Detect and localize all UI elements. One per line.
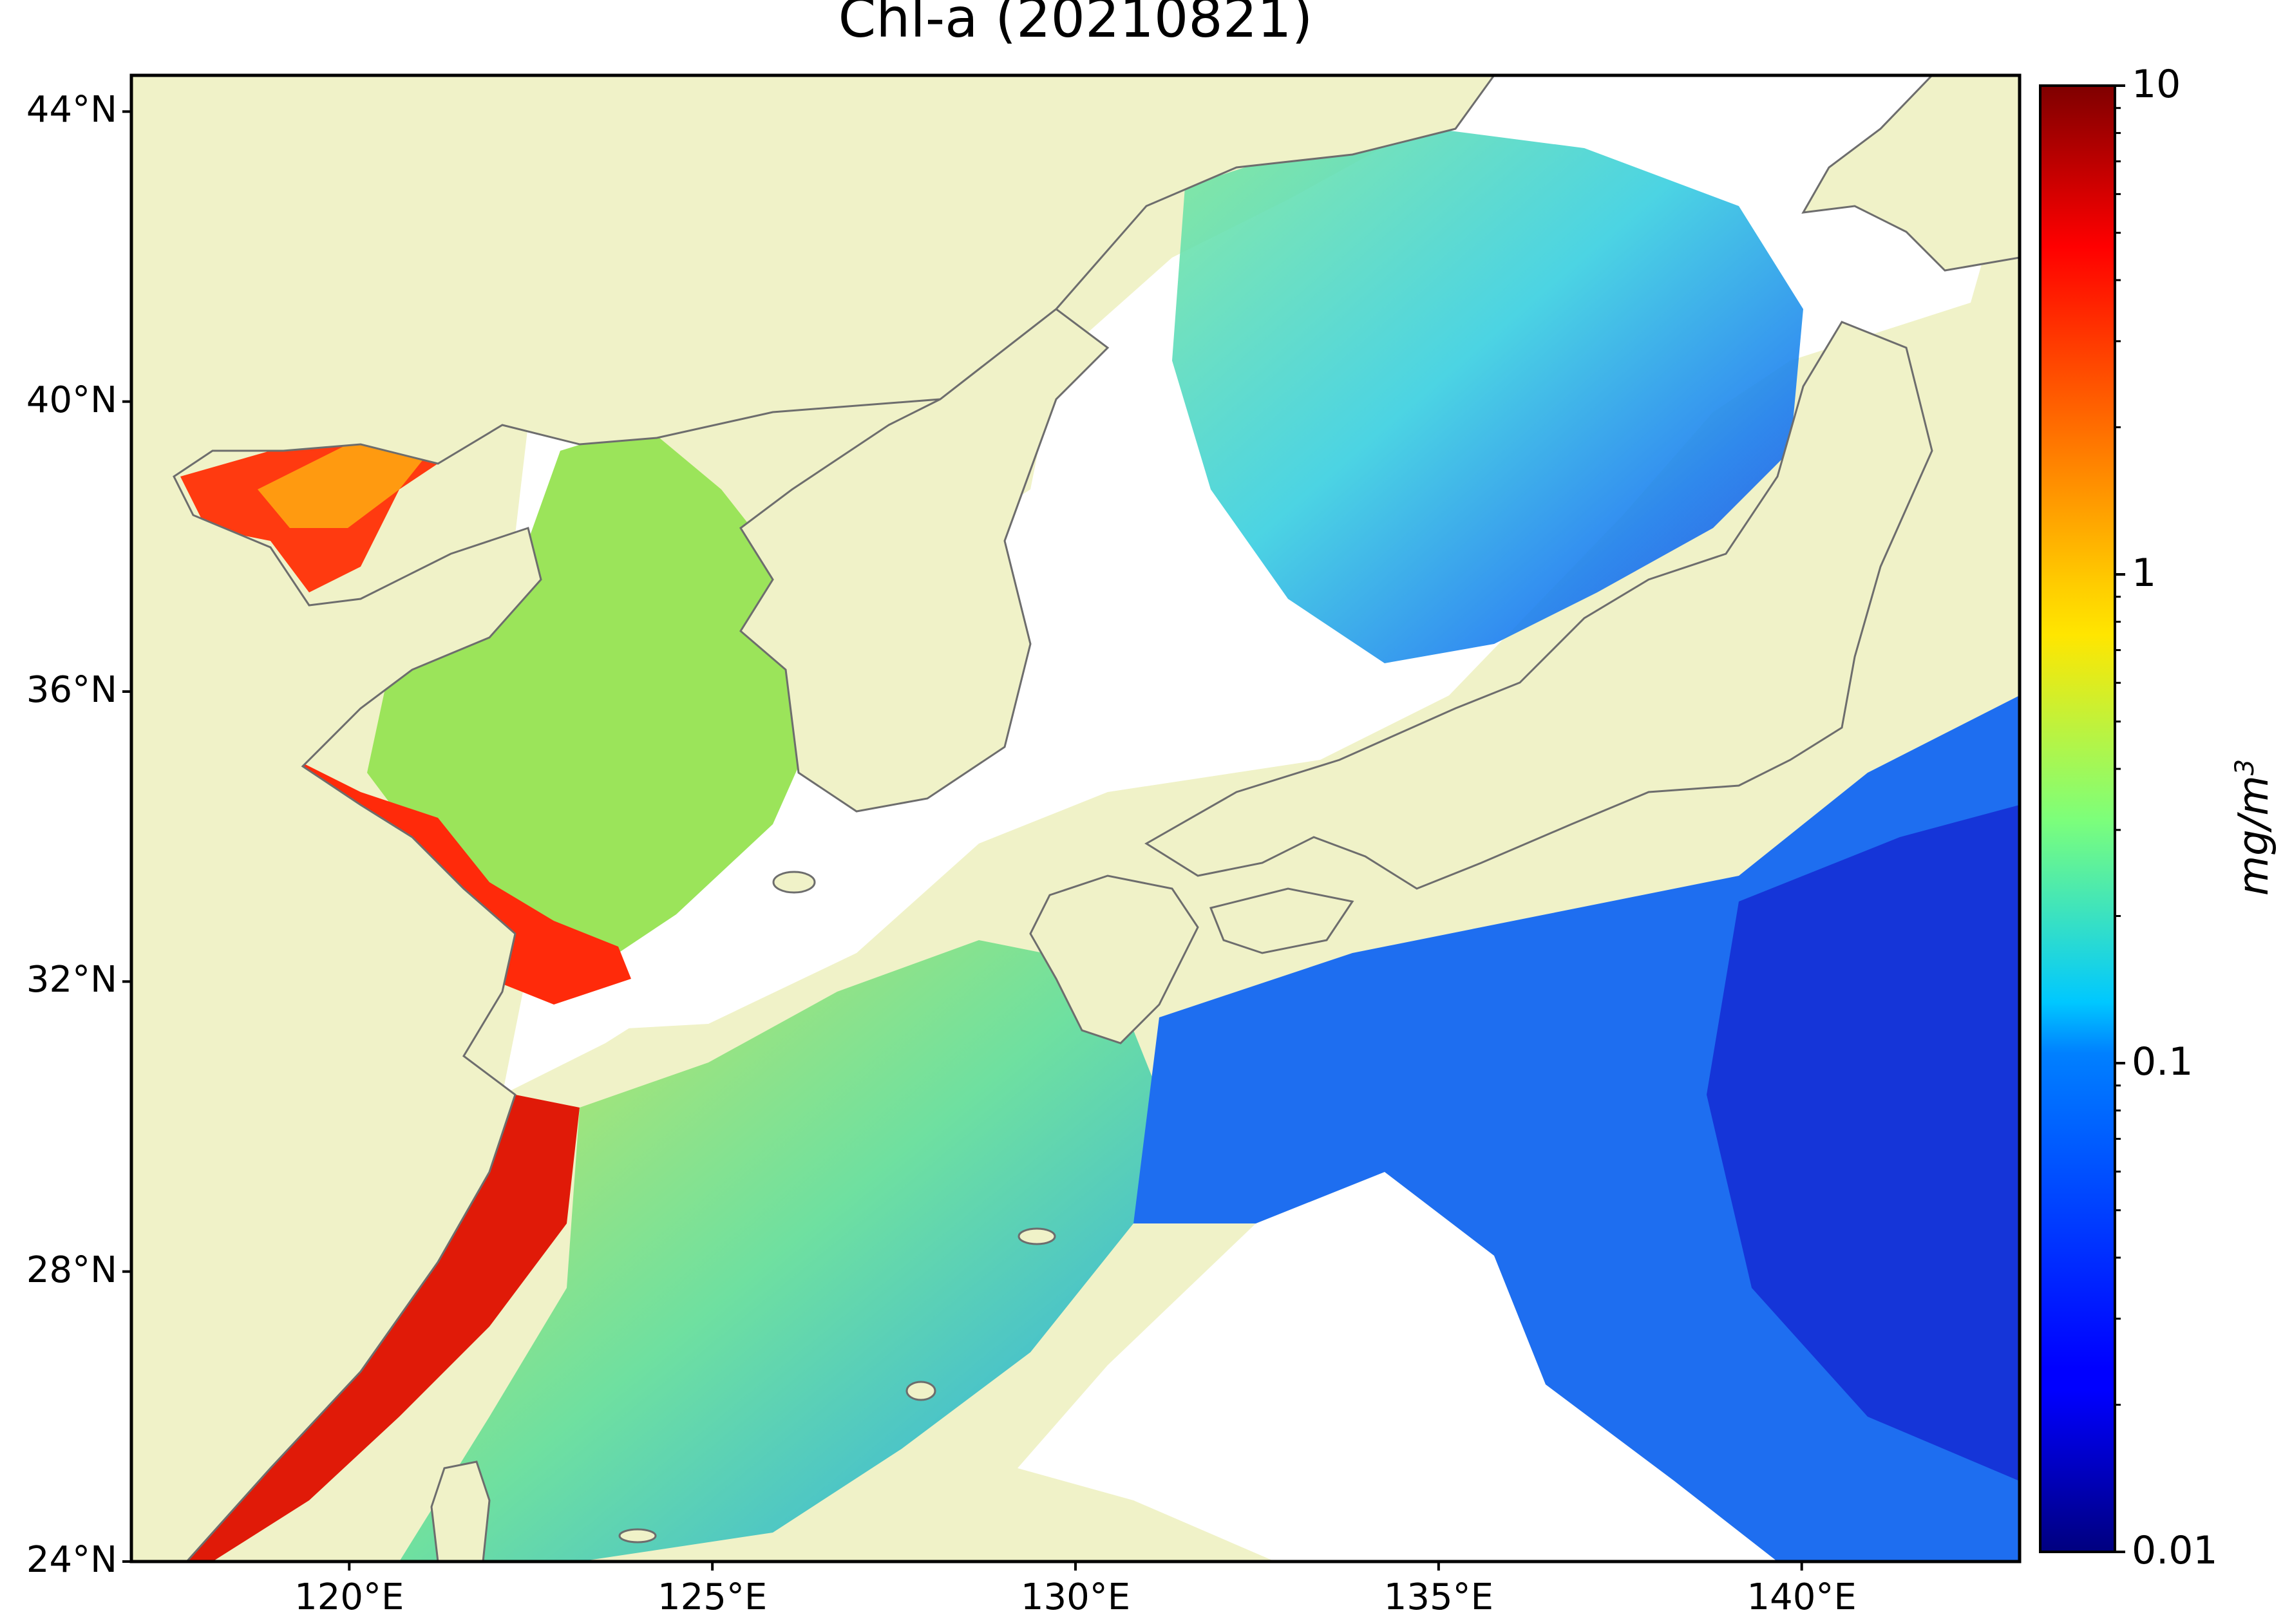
map-area (131, 75, 2020, 1562)
lat-tick-label: 44°N (26, 89, 117, 131)
chl-pacific-deep (1707, 805, 2020, 1481)
lat-tick-label: 40°N (26, 379, 117, 421)
chl-yellow-sea (367, 425, 824, 979)
lon-tick-label: 120°E (294, 1576, 404, 1618)
lat-tick-label: 28°N (26, 1249, 117, 1291)
land-island (905, 1381, 936, 1401)
lon-tick-label: 125°E (658, 1576, 768, 1618)
lon-tick-label: 140°E (1747, 1576, 1857, 1618)
land-taiwan (430, 1460, 491, 1562)
colorbar-tick-label: 0.01 (2132, 1528, 2218, 1573)
colorbar-tick-group (2115, 84, 2125, 1553)
lon-tick-group (348, 1562, 1803, 1571)
lat-tick-label: 36°N (26, 668, 117, 711)
lat-tick-label: 24°N (26, 1539, 117, 1581)
colorbar-tick-label: 1 (2132, 551, 2157, 596)
chl-east-china-sea (399, 940, 1159, 1562)
land-honshu (1144, 321, 1933, 890)
no-data-region (1018, 1172, 1777, 1562)
land-korea (739, 308, 1110, 813)
colorbar-tick-label: 0.1 (2132, 1039, 2193, 1084)
land-shikoku (1209, 887, 1354, 954)
land-kyushu (1029, 874, 1199, 1044)
colorbar-unit-label: mg/m3 (2230, 759, 2278, 896)
land-island (1018, 1227, 1056, 1245)
chl-zhejiang-coast (187, 1095, 580, 1562)
lat-tick-label: 32°N (26, 959, 117, 1001)
land-hokkaido (1801, 75, 2020, 272)
lon-tick-label: 135°E (1383, 1576, 1493, 1618)
chl-sea-of-japan (1172, 122, 1803, 663)
map-title: Chl-a (20210821) (838, 0, 1313, 50)
lon-tick-label: 130°E (1020, 1576, 1131, 1618)
colorbar-tick-label: 10 (2132, 62, 2181, 107)
land-jeju (772, 871, 816, 894)
lat-tick-group (122, 110, 131, 1563)
land-island (618, 1528, 657, 1544)
colorbar (2039, 84, 2116, 1553)
